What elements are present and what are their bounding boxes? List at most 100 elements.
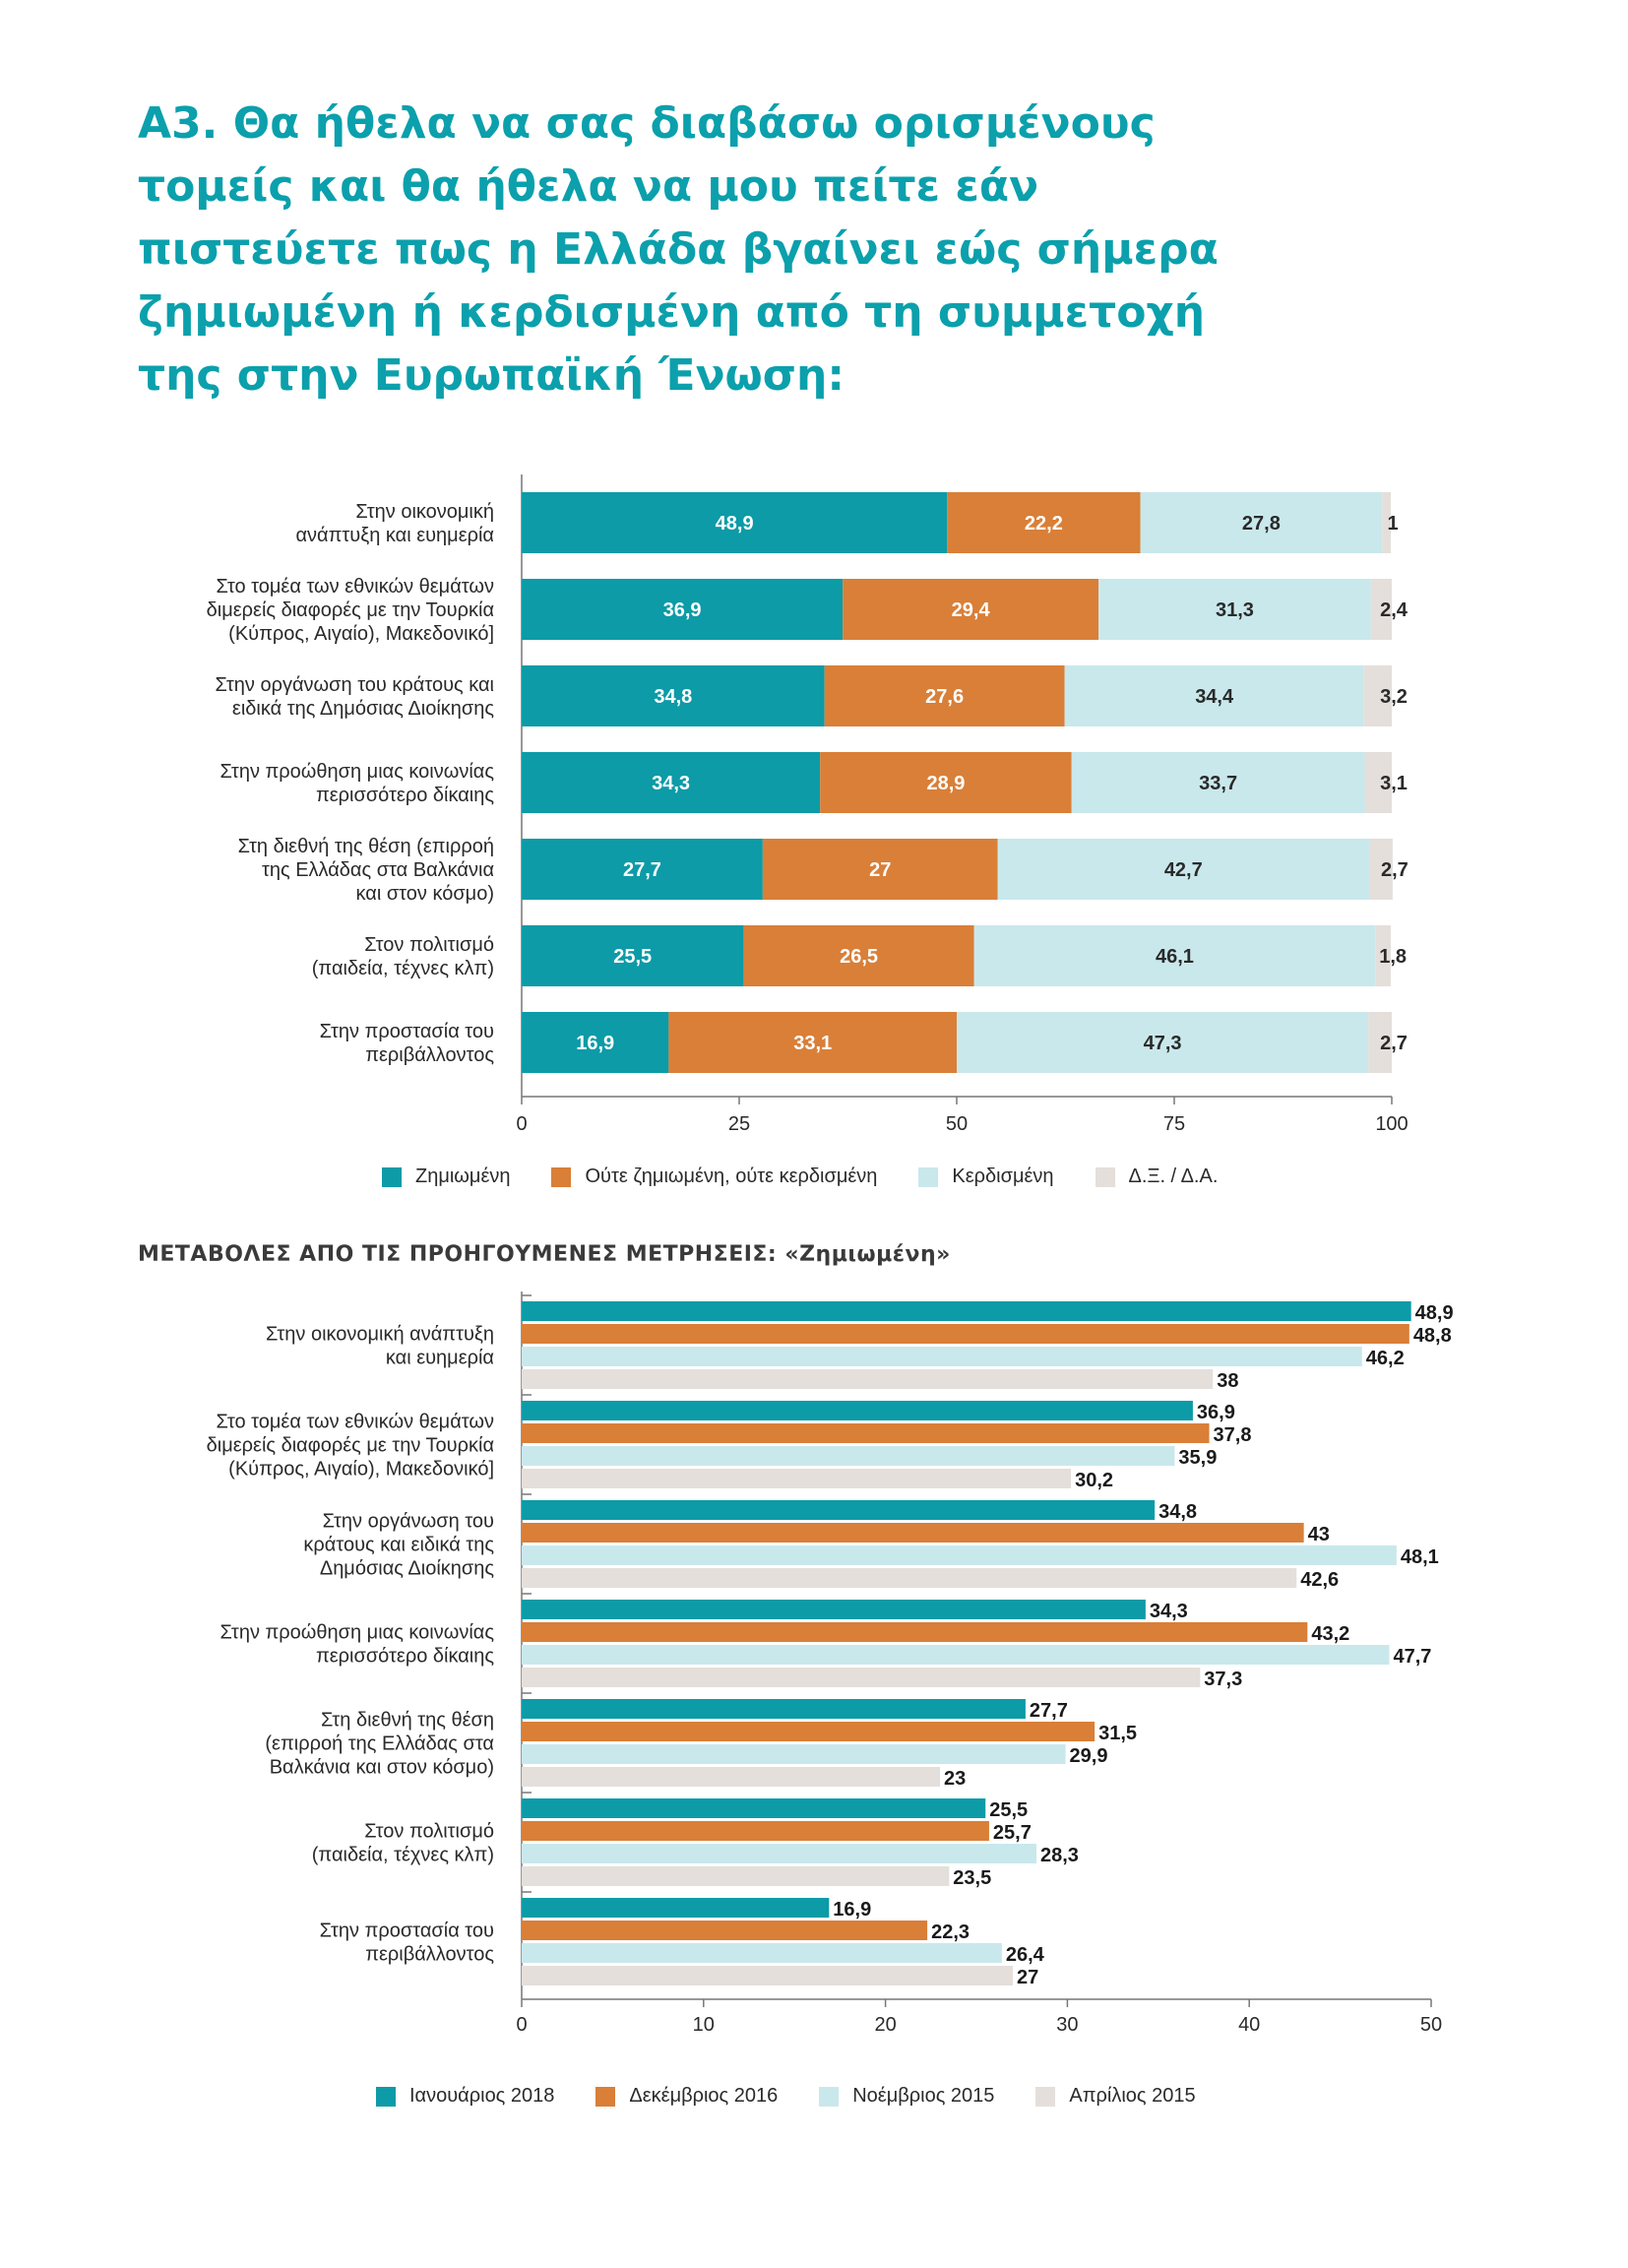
bar — [522, 1645, 1390, 1665]
data-label: 46,1 — [1156, 946, 1194, 968]
x-tick-label: 75 — [1163, 1113, 1185, 1135]
legend-swatch — [382, 1166, 402, 1187]
category-label-line: Στην οικονομική — [355, 501, 494, 523]
category-label-line: κράτους και ειδικά της — [303, 1535, 494, 1556]
bar — [522, 1767, 941, 1787]
category-label-line: και στον κόσμο) — [356, 883, 495, 905]
category-label-line: Στον πολιτισμό — [364, 1821, 494, 1843]
bar-segment — [1364, 752, 1392, 813]
data-label: 2,7 — [1380, 1033, 1408, 1054]
data-label: 48,9 — [716, 513, 754, 535]
data-label: 27,6 — [925, 686, 964, 708]
category-label-line: Στην προώθηση μιας κοινωνίας — [220, 1622, 495, 1644]
data-label: 47,7 — [1393, 1646, 1431, 1668]
bar — [522, 1921, 928, 1940]
data-label: 48,8 — [1413, 1325, 1452, 1347]
bar — [522, 1523, 1304, 1543]
data-label: 27 — [869, 859, 891, 881]
legend-swatch — [1035, 2086, 1056, 2107]
bar — [522, 1545, 1397, 1565]
category-label-line: διμερείς διαφορές με την Τουρκία — [207, 1435, 494, 1457]
data-label: 34,3 — [1150, 1601, 1188, 1622]
bar-segment — [843, 579, 1099, 640]
bar-segment — [1375, 925, 1392, 986]
legend-swatch — [1095, 1166, 1115, 1187]
legend-label: Δεκέμβριος 2016 — [629, 2085, 779, 2107]
category-label-line: της Ελλάδας στα Βαλκάνια — [262, 859, 494, 881]
data-label: 23 — [944, 1768, 966, 1790]
title-line: πιστεύετε πως η Ελλάδα βγαίνει εώς σήμερ… — [138, 224, 1219, 275]
bar-segment — [522, 839, 763, 900]
bar — [522, 1844, 1036, 1863]
bar — [522, 1446, 1175, 1466]
legend-swatch — [551, 1166, 572, 1187]
category-label-line: ειδικά της Δημόσιας Διοίκησης — [232, 698, 494, 720]
category-label-line: Στην προστασία του — [320, 1021, 494, 1042]
data-label: 42,7 — [1164, 859, 1203, 881]
category-label: Στην προστασία του περιβάλλοντος — [320, 1921, 495, 1966]
category-label-line: (Κύπρος, Αιγαίο), Μακεδονικό] — [228, 1459, 494, 1480]
bar-segment — [947, 492, 1141, 553]
bar-segment — [1064, 665, 1364, 726]
bar — [522, 1722, 1096, 1741]
data-label: 16,9 — [576, 1033, 614, 1054]
title-line: τομείς και θα ήθελα να μου πείτε εάν — [138, 161, 1039, 212]
bar — [522, 1600, 1146, 1619]
x-tick-label: 50 — [946, 1113, 968, 1135]
bar-segment — [820, 752, 1072, 813]
data-label: 2,7 — [1381, 859, 1409, 881]
legend-item-dont-know: Δ.Ξ. / Δ.Α. — [1095, 1166, 1219, 1188]
bar — [522, 1622, 1308, 1642]
category-label-line: περιβάλλοντος — [365, 1044, 494, 1066]
category-label-line: Βαλκάνια και στον κόσμο) — [270, 1757, 494, 1779]
bar-segment — [1369, 839, 1393, 900]
bar — [522, 1423, 1210, 1443]
data-label: 28,3 — [1040, 1845, 1079, 1866]
category-label-line: διμερείς διαφορές με την Τουρκία — [207, 599, 494, 621]
data-label: 29,4 — [952, 599, 991, 621]
bar — [522, 1866, 950, 1886]
x-tick-label: 10 — [693, 2014, 715, 2036]
category-label-line: Στην οικονομική ανάπτυξη — [266, 1324, 494, 1346]
bar-segment — [522, 665, 825, 726]
bar — [522, 1898, 830, 1918]
bar — [522, 1369, 1214, 1389]
title-line: της στην Ευρωπαϊκή Ένωση: — [138, 350, 845, 401]
category-label: Στην προώθηση μιας κοινωνίας περισσότερο … — [220, 1622, 495, 1668]
data-label: 34,8 — [654, 686, 692, 708]
data-label: 3,2 — [1380, 686, 1408, 708]
page-title: Α3. Θα ήθελα να σας διαβάσω ορισμένους τ… — [138, 93, 1319, 408]
category-label-line: Δημόσιας Διοίκησης — [320, 1558, 495, 1580]
bar-segment — [522, 1012, 669, 1073]
bar — [522, 1699, 1026, 1719]
category-label-line: περιβάλλοντος — [365, 1944, 494, 1966]
data-label: 22,3 — [931, 1922, 970, 1943]
data-label: 26,5 — [840, 946, 878, 968]
category-label-line: (παιδεία, τέχνες κλπ) — [312, 958, 494, 979]
category-label: Στον πολιτισμό (παιδεία, τέχνες κλπ) — [312, 1821, 494, 1866]
legend-item-jan-2018: Ιανουάριος 2018 — [376, 2085, 554, 2108]
x-tick-label: 0 — [516, 1113, 527, 1135]
bar-segment — [1098, 579, 1371, 640]
data-label: 34,4 — [1195, 686, 1234, 708]
data-label: 27,7 — [1030, 1700, 1068, 1722]
legend-label: Δ.Ξ. / Δ.Α. — [1128, 1166, 1219, 1187]
data-label: 25,7 — [993, 1822, 1032, 1844]
x-tick-label: 30 — [1056, 2014, 1078, 2036]
data-label: 37,8 — [1214, 1424, 1252, 1446]
bar-segment — [743, 925, 974, 986]
category-label-line: ανάπτυξη και ευημερία — [295, 525, 494, 546]
legend-item-dec-2016: Δεκέμβριος 2016 — [595, 2085, 778, 2108]
category-label: Στη διεθνή της θέση (επιρροή της Ελλάδας … — [238, 836, 494, 905]
bar — [522, 1401, 1193, 1420]
data-label: 29,9 — [1070, 1745, 1108, 1767]
data-label: 1,8 — [1379, 946, 1407, 968]
legend-swatch — [376, 2086, 396, 2107]
legend-item-neither: Ούτε ζημιωμένη, ούτε κερδισμένη — [551, 1166, 877, 1188]
legend-swatch — [595, 2086, 616, 2107]
data-label: 28,9 — [926, 773, 965, 794]
data-label: 26,4 — [1006, 1944, 1045, 1966]
legend-label: Ζημιωμένη — [415, 1166, 511, 1187]
category-label-line: περισσότερο δίκαιης — [316, 1646, 494, 1668]
legend-swatch — [918, 1166, 939, 1187]
